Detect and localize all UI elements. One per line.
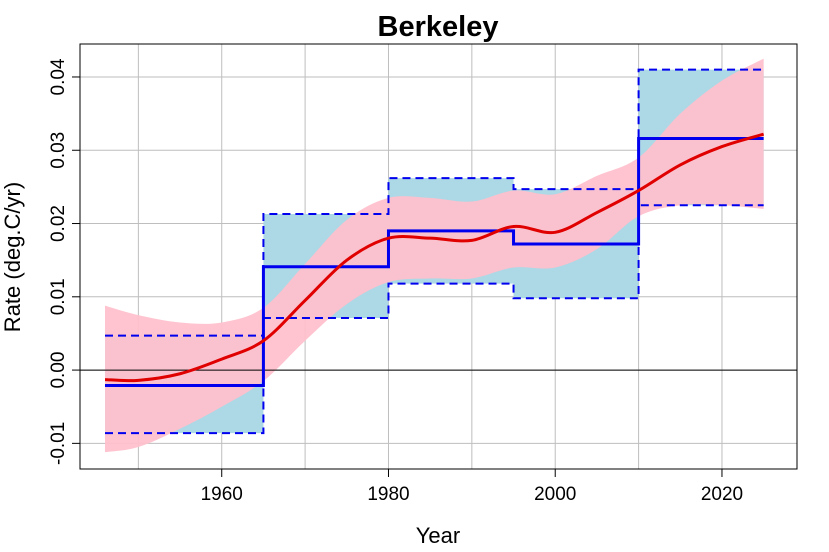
y-tick-label: 0.02 [48, 205, 69, 242]
smooth-confidence-band [105, 58, 764, 453]
x-tick-label: 1960 [201, 484, 243, 505]
x-tick-label: 2020 [701, 484, 743, 505]
smooth-line [104, 132, 765, 383]
series-lines [80, 68, 797, 435]
chart-title: Berkeley [378, 11, 499, 43]
x-axis-label: Year [416, 523, 460, 548]
y-axis-label: Rate (deg.C/yr) [0, 182, 25, 332]
y-tick-label: 0.00 [48, 352, 69, 389]
y-tick-label: 0.04 [48, 58, 69, 95]
axes: 1960 1980 2000 2020 -0.01 0.00 0.01 0.02 0.03 0.0… [48, 43, 798, 505]
plot-frame [79, 43, 798, 470]
y-tick-label: 0.03 [48, 132, 69, 169]
uncertainty-bands [105, 58, 764, 453]
y-tick-label: -0.01 [48, 422, 69, 465]
y-tick-label: 0.01 [48, 278, 69, 315]
x-tick-label: 1980 [367, 484, 409, 505]
x-tick-label: 2000 [534, 484, 576, 505]
step-upper-bound [105, 68, 764, 337]
